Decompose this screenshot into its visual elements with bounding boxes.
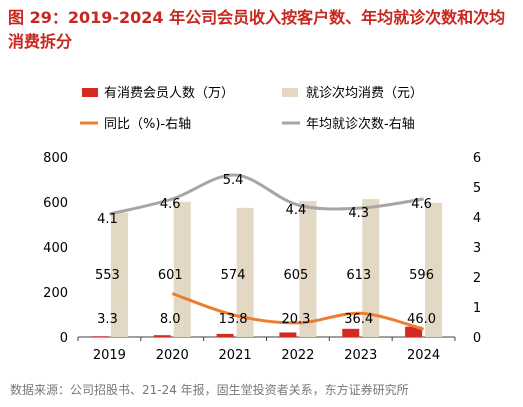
data-label-spend: 601 <box>158 268 183 283</box>
bar-members <box>216 333 234 337</box>
data-label-spend: 596 <box>409 268 434 283</box>
y-right-tick-label: 0 <box>473 331 481 346</box>
bar-spend <box>110 212 128 337</box>
data-label-visits: 4.3 <box>348 206 369 221</box>
bar-members <box>342 328 360 337</box>
x-tick-label: 2022 <box>281 348 314 363</box>
data-label-spend: 574 <box>221 268 246 283</box>
lines <box>109 173 424 331</box>
bar-spend <box>236 207 254 337</box>
x-tick-label: 2023 <box>344 348 377 363</box>
legend-swatch-members <box>82 88 98 97</box>
bar-spend <box>173 201 191 337</box>
y-right-tick-label: 4 <box>473 211 481 226</box>
legend-label-visits: 年均就诊次数-右轴 <box>306 116 415 132</box>
data-label-members: 20.3 <box>281 312 310 327</box>
x-tick-label: 2020 <box>156 348 189 363</box>
data-label-members: 46.0 <box>407 312 436 327</box>
legend-swatch-spend <box>282 88 298 97</box>
x-tick-label: 2021 <box>219 348 252 363</box>
data-labels: 4.1 4.6 5.4 4.4 4.3 4.6 553 601 574 605 613 596 3.3 8… <box>95 173 436 327</box>
y-right-tick-label: 1 <box>473 301 481 316</box>
data-label-spend: 605 <box>284 268 309 283</box>
legend-label-yoy: 同比（%)-右轴 <box>104 117 191 132</box>
bar-members <box>279 332 297 337</box>
data-label-members: 8.0 <box>160 312 181 327</box>
data-label-visits: 4.1 <box>97 212 118 227</box>
x-tick-label: 2024 <box>407 348 440 363</box>
data-label-members: 3.3 <box>97 312 118 327</box>
y-left-tick-label: 200 <box>43 286 68 301</box>
y-right-tick-label: 6 <box>473 151 481 166</box>
source-note: 数据来源：公司招股书、21-24 年报，固生堂投资者关系，东方证券研究所 <box>10 383 409 397</box>
data-label-members: 13.8 <box>219 312 248 327</box>
y-right-tick-label: 3 <box>473 241 481 256</box>
y-right-tick-label: 5 <box>473 181 481 196</box>
bar-spend <box>425 202 443 337</box>
bar-spend <box>362 199 380 337</box>
chart-title: 图 29：2019-2024 年公司会员收入按客户数、年均就诊次数和次均消费拆分 <box>8 8 506 51</box>
data-label-spend: 613 <box>346 268 371 283</box>
y-left-tick-label: 800 <box>43 151 68 166</box>
bar-members <box>153 335 171 337</box>
bar-members <box>90 336 108 337</box>
y-left-tick-label: 600 <box>43 196 68 211</box>
y-left-tick-label: 400 <box>43 241 68 256</box>
bar-spend <box>299 200 317 337</box>
line-visits <box>109 173 424 216</box>
y-right-tick-label: 2 <box>473 271 481 286</box>
data-label-visits: 4.6 <box>411 197 432 212</box>
legend: 有消费会员人数（万） 就诊次均消费（元） 同比（%)-右轴 年均就诊次数-右轴 <box>80 85 423 132</box>
legend-label-spend: 就诊次均消费（元） <box>306 85 423 101</box>
data-label-visits: 4.4 <box>286 203 307 218</box>
axes: 0 200 400 600 800 0 1 2 3 4 5 6 2019 2020 2021 2022 2023… <box>43 151 481 363</box>
line-yoy <box>171 292 424 331</box>
bars <box>90 199 443 337</box>
legend-label-members: 有消费会员人数（万） <box>104 86 234 101</box>
x-tick-label: 2019 <box>93 348 126 363</box>
data-label-members: 36.4 <box>344 312 373 327</box>
y-left-tick-label: 0 <box>60 331 68 346</box>
data-label-visits: 5.4 <box>223 173 244 188</box>
data-label-spend: 553 <box>95 268 120 283</box>
data-label-visits: 4.6 <box>160 197 181 212</box>
bar-members <box>405 326 423 337</box>
